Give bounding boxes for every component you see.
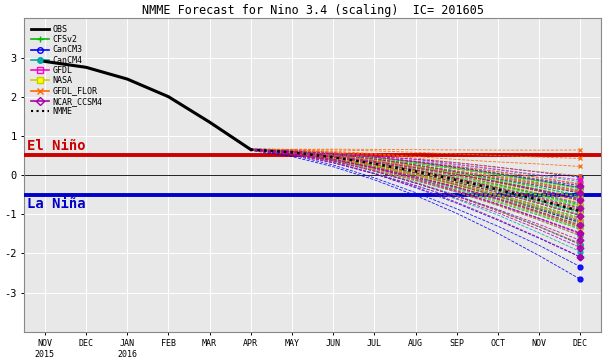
Text: La Niña: La Niña [27,197,86,211]
Title: NMME Forecast for Nino 3.4 (scaling)  IC= 201605: NMME Forecast for Nino 3.4 (scaling) IC=… [142,4,483,17]
Legend: OBS, CFSv2, CanCM3, CanCM4, GFDL, NASA, GFDL_FLOR, NCAR_CCSM4, NMME: OBS, CFSv2, CanCM3, CanCM4, GFDL, NASA, … [28,22,106,119]
Text: El Niño: El Niño [27,139,86,153]
